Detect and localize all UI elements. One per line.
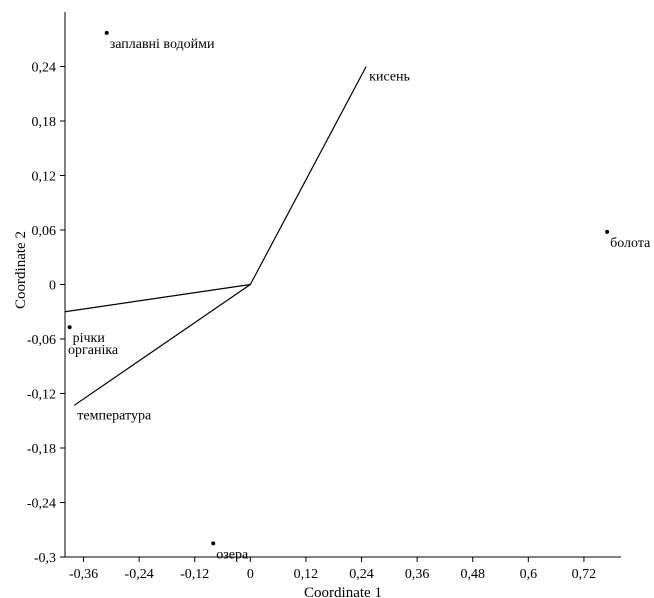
data-point	[605, 229, 610, 234]
y-tick-label: -0,06	[27, 333, 56, 348]
y-tick-label: 0	[49, 279, 56, 294]
vector-label: кисень	[369, 70, 410, 85]
data-point	[211, 541, 216, 546]
y-tick-label: 0,18	[32, 115, 57, 130]
vector-label: температура	[77, 408, 152, 423]
x-tick-label: 0,72	[572, 567, 597, 582]
y-axis-title: Coordinate 2	[13, 231, 29, 309]
vector-label: органіка	[68, 343, 119, 358]
data-points: заплавні водойми болота річки озера	[67, 30, 651, 562]
y-axis-ticks: -0,3 -0,24 -0,18 -0,12 -0,06 0 0,06 0,12 0,18 0,2…	[27, 61, 65, 566]
y-tick-label: 0,06	[32, 224, 57, 239]
y-tick-label: -0,18	[27, 442, 56, 457]
y-tick-label: -0,12	[27, 388, 56, 403]
vector-line	[73, 284, 251, 406]
x-tick-label: -0,36	[69, 567, 98, 582]
x-tick-label: 0,6	[520, 567, 538, 582]
plot-axes	[64, 12, 621, 558]
vector-line	[64, 283, 251, 313]
x-tick-label: 0	[247, 567, 254, 582]
x-tick-label: 0,24	[349, 567, 374, 582]
x-axis-ticks: -0,36 -0,24 -0,12 0 0,12 0,24 0,36 0,48 0,6 0,72	[69, 557, 596, 582]
data-point-label: болота	[610, 236, 651, 251]
y-tick-label: -0,24	[27, 497, 56, 512]
y-tick-label: 0,24	[32, 61, 57, 76]
data-point	[104, 30, 109, 35]
x-tick-label: 0,48	[460, 567, 485, 582]
data-point-label: заплавні водойми	[110, 37, 215, 52]
data-point-label: річки	[73, 331, 106, 346]
y-tick-label: 0,12	[32, 170, 57, 185]
x-axis-title: Coordinate 1	[304, 585, 382, 598]
y-tick-label: -0,3	[34, 551, 56, 566]
x-tick-label: -0,12	[180, 567, 209, 582]
x-tick-label: -0,24	[125, 567, 154, 582]
data-point	[67, 325, 72, 330]
vector-line	[249, 66, 367, 285]
x-tick-label: 0,36	[405, 567, 430, 582]
biplot-vectors: кисень органіка температура	[64, 66, 410, 423]
data-point-label: озера	[216, 547, 249, 562]
x-tick-label: 0,12	[294, 567, 319, 582]
